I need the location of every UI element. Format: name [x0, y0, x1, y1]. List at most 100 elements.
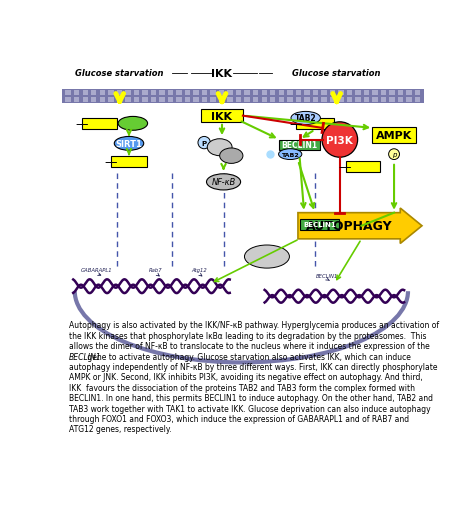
FancyBboxPatch shape	[321, 91, 327, 96]
Ellipse shape	[219, 149, 243, 164]
FancyBboxPatch shape	[304, 98, 310, 103]
FancyBboxPatch shape	[347, 98, 352, 103]
FancyBboxPatch shape	[313, 91, 318, 96]
FancyBboxPatch shape	[74, 98, 80, 103]
Text: AMPK or JNK. Second, IKK inhibits PI3K, avoiding its negative effect on autophag: AMPK or JNK. Second, IKK inhibits PI3K, …	[69, 373, 422, 382]
Text: BECLIN1. In one hand, this permits BECLIN1 to induce autophagy. On the other han: BECLIN1. In one hand, this permits BECLI…	[69, 393, 433, 403]
Text: Glucose starvation: Glucose starvation	[292, 69, 381, 78]
FancyBboxPatch shape	[202, 98, 207, 103]
FancyBboxPatch shape	[338, 98, 344, 103]
FancyBboxPatch shape	[82, 91, 88, 96]
FancyBboxPatch shape	[364, 98, 369, 103]
FancyBboxPatch shape	[406, 98, 412, 103]
FancyBboxPatch shape	[373, 128, 416, 144]
Text: through FOXO1 and FOXO3, which induce the expression of GABARAPL1 and of RAB7 an: through FOXO1 and FOXO3, which induce th…	[69, 414, 409, 423]
FancyBboxPatch shape	[287, 98, 292, 103]
FancyBboxPatch shape	[228, 98, 233, 103]
FancyBboxPatch shape	[125, 91, 130, 96]
Text: Glucose starvation: Glucose starvation	[75, 69, 164, 78]
FancyBboxPatch shape	[287, 91, 292, 96]
FancyBboxPatch shape	[134, 91, 139, 96]
FancyBboxPatch shape	[390, 98, 395, 103]
Text: BECLIN1: BECLIN1	[282, 141, 318, 150]
Text: BECLIN1: BECLIN1	[303, 222, 336, 228]
FancyBboxPatch shape	[111, 157, 147, 168]
FancyBboxPatch shape	[193, 91, 199, 96]
FancyBboxPatch shape	[373, 98, 378, 103]
FancyBboxPatch shape	[228, 91, 233, 96]
FancyBboxPatch shape	[82, 119, 118, 129]
FancyBboxPatch shape	[296, 98, 301, 103]
FancyBboxPatch shape	[125, 98, 130, 103]
FancyBboxPatch shape	[300, 219, 339, 230]
FancyBboxPatch shape	[236, 98, 241, 103]
FancyBboxPatch shape	[65, 91, 71, 96]
FancyBboxPatch shape	[159, 98, 164, 103]
FancyBboxPatch shape	[356, 91, 361, 96]
Ellipse shape	[118, 117, 147, 131]
FancyBboxPatch shape	[176, 91, 182, 96]
FancyBboxPatch shape	[330, 91, 335, 96]
Text: AMPK: AMPK	[376, 131, 412, 140]
FancyBboxPatch shape	[245, 91, 250, 96]
Circle shape	[322, 123, 357, 158]
FancyBboxPatch shape	[185, 91, 190, 96]
FancyBboxPatch shape	[270, 91, 275, 96]
FancyBboxPatch shape	[168, 91, 173, 96]
Text: allows the dimer of NF-κB to translocate to the nucleus where it induces the exp: allows the dimer of NF-κB to translocate…	[69, 342, 429, 351]
FancyBboxPatch shape	[63, 90, 423, 104]
Text: AUTOPHAGY: AUTOPHAGY	[306, 220, 392, 233]
Ellipse shape	[114, 137, 144, 151]
FancyBboxPatch shape	[356, 98, 361, 103]
FancyBboxPatch shape	[338, 91, 344, 96]
Text: PI3K: PI3K	[327, 135, 353, 145]
FancyBboxPatch shape	[100, 98, 105, 103]
FancyBboxPatch shape	[176, 98, 182, 103]
FancyBboxPatch shape	[100, 91, 105, 96]
Text: autophagy independently of NF-κB by three different ways. First, IKK can directl: autophagy independently of NF-κB by thre…	[69, 362, 437, 371]
FancyBboxPatch shape	[253, 98, 258, 103]
Text: IKK: IKK	[211, 68, 233, 78]
Text: ATG12 genes, respectively.: ATG12 genes, respectively.	[69, 425, 171, 434]
Circle shape	[389, 150, 400, 160]
FancyBboxPatch shape	[270, 98, 275, 103]
FancyBboxPatch shape	[151, 98, 156, 103]
Polygon shape	[298, 209, 422, 244]
FancyBboxPatch shape	[330, 98, 335, 103]
FancyBboxPatch shape	[108, 91, 113, 96]
FancyBboxPatch shape	[91, 98, 96, 103]
FancyBboxPatch shape	[117, 91, 122, 96]
FancyBboxPatch shape	[364, 91, 369, 96]
Text: the IKK kinases that phosphorylate IκBα leading to its degradation by the protea: the IKK kinases that phosphorylate IκBα …	[69, 331, 426, 340]
FancyBboxPatch shape	[219, 91, 224, 96]
Text: TAB3 work together with TAK1 to activate IKK. Glucose deprivation can also induc: TAB3 work together with TAK1 to activate…	[69, 404, 430, 413]
FancyBboxPatch shape	[159, 91, 164, 96]
FancyBboxPatch shape	[202, 91, 207, 96]
Text: gene to activate autophagy. Glucose starvation also activates IKK, which can ind: gene to activate autophagy. Glucose star…	[85, 352, 411, 361]
FancyBboxPatch shape	[142, 98, 147, 103]
FancyBboxPatch shape	[381, 98, 386, 103]
FancyBboxPatch shape	[398, 98, 403, 103]
FancyBboxPatch shape	[321, 98, 327, 103]
FancyBboxPatch shape	[91, 91, 96, 96]
FancyBboxPatch shape	[279, 91, 284, 96]
FancyBboxPatch shape	[346, 162, 380, 173]
FancyBboxPatch shape	[262, 98, 267, 103]
FancyBboxPatch shape	[210, 98, 216, 103]
FancyBboxPatch shape	[151, 91, 156, 96]
FancyBboxPatch shape	[142, 91, 147, 96]
Text: TAB2: TAB2	[282, 152, 299, 157]
Text: p: p	[392, 152, 396, 158]
Circle shape	[198, 137, 210, 150]
FancyBboxPatch shape	[168, 98, 173, 103]
FancyBboxPatch shape	[134, 98, 139, 103]
Text: Autophagy is also activated by the IKK/NF-κB pathway. Hyperglycemia produces an : Autophagy is also activated by the IKK/N…	[69, 321, 438, 330]
FancyBboxPatch shape	[262, 91, 267, 96]
FancyBboxPatch shape	[117, 98, 122, 103]
FancyBboxPatch shape	[74, 91, 80, 96]
FancyBboxPatch shape	[313, 98, 318, 103]
FancyBboxPatch shape	[236, 91, 241, 96]
Text: GABARAPL1: GABARAPL1	[81, 268, 112, 273]
Ellipse shape	[291, 112, 320, 125]
Text: SIRT1: SIRT1	[116, 139, 143, 149]
